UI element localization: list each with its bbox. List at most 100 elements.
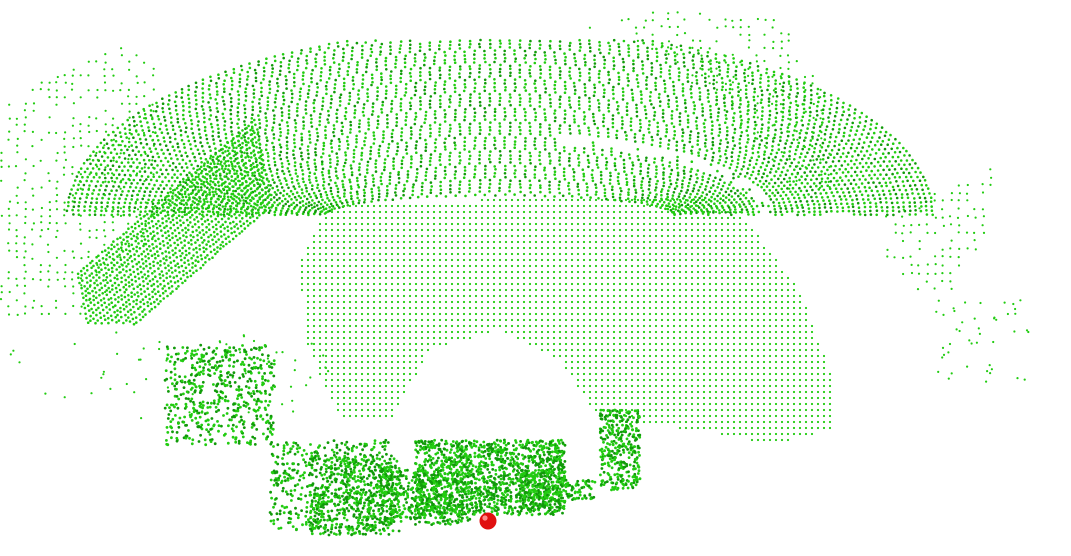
cloud-point: [711, 143, 715, 147]
cloud-point: [90, 272, 94, 275]
cloud-point: [523, 147, 527, 151]
cloud-point: [185, 166, 189, 169]
cloud-point: [118, 265, 121, 269]
cloud-point: [77, 209, 80, 212]
cloud-point: [105, 142, 109, 145]
cloud-point: [314, 147, 317, 150]
cloud-point: [429, 153, 433, 156]
cloud-point: [171, 214, 174, 218]
cloud-point: [572, 178, 576, 182]
cloud-point: [208, 191, 211, 194]
cloud-point: [596, 166, 600, 169]
cloud-point: [889, 133, 892, 137]
cloud-point: [765, 164, 769, 167]
cloud-point: [356, 61, 359, 64]
cloud-point: [120, 161, 124, 164]
cloud-point: [122, 238, 125, 241]
cloud-point: [438, 130, 441, 134]
cloud-point: [234, 182, 237, 185]
cloud-point: [271, 126, 275, 129]
cloud-point: [538, 94, 542, 97]
cloud-point: [364, 182, 368, 185]
cloud-point: [384, 59, 388, 63]
cloud-point: [284, 82, 288, 86]
cloud-point: [404, 91, 408, 94]
cloud-point: [428, 102, 432, 106]
cloud-point: [655, 165, 658, 168]
cloud-point: [414, 81, 418, 85]
cloud-point: [756, 151, 760, 154]
cloud-point: [338, 196, 342, 200]
cloud-point: [306, 149, 310, 152]
cloud-point: [673, 51, 676, 54]
cloud-point: [753, 111, 757, 114]
cloud-point: [163, 198, 167, 201]
cloud-point: [695, 71, 698, 74]
cloud-point: [271, 141, 274, 145]
cloud-point: [664, 134, 668, 138]
cloud-point: [478, 132, 482, 135]
cloud-point: [544, 90, 547, 94]
cloud-point: [217, 159, 220, 162]
cloud-point: [690, 92, 693, 95]
cloud-point: [635, 103, 638, 107]
cloud-point: [203, 120, 206, 124]
cloud-point: [746, 171, 749, 175]
cloud-point: [670, 122, 674, 125]
cloud-point: [698, 98, 702, 101]
cloud-point: [122, 285, 125, 289]
cloud-point: [237, 118, 240, 121]
cloud-point: [789, 88, 792, 91]
cloud-point: [98, 176, 101, 179]
cloud-point: [115, 268, 118, 271]
cloud-point: [578, 71, 582, 75]
cloud-point: [395, 121, 399, 124]
cloud-point: [473, 144, 477, 147]
cloud-point: [592, 144, 595, 147]
cloud-point: [632, 62, 635, 66]
cloud-point: [404, 119, 408, 122]
cloud-point: [235, 195, 238, 199]
cloud-point: [336, 41, 339, 45]
cloud-point: [149, 266, 152, 270]
cloud-point: [244, 115, 247, 119]
cloud-point: [538, 133, 542, 136]
cloud-point: [336, 108, 339, 112]
cloud-point: [811, 174, 815, 177]
cloud-point: [822, 188, 826, 192]
cloud-point: [479, 104, 482, 107]
cloud-point: [167, 217, 171, 220]
cloud-point: [93, 210, 97, 213]
cloud-point: [224, 150, 227, 153]
cloud-point: [611, 117, 615, 121]
cloud-point: [228, 93, 232, 96]
cloud-point: [378, 154, 381, 158]
cloud-point: [287, 204, 291, 208]
cloud-point: [223, 207, 227, 211]
cloud-point: [723, 59, 726, 62]
cloud-point: [230, 192, 233, 196]
cloud-point: [306, 92, 310, 95]
cloud-point: [281, 95, 285, 98]
cloud-point: [704, 200, 708, 204]
cloud-point: [214, 200, 217, 203]
cloud-point: [129, 232, 132, 236]
cloud-point: [367, 121, 370, 124]
cloud-point: [681, 87, 685, 90]
cloud-point: [203, 184, 207, 188]
cloud-point: [130, 278, 134, 282]
cloud-point: [868, 174, 871, 177]
cloud-point: [324, 190, 328, 194]
cloud-point: [355, 68, 359, 71]
cloud-point: [812, 202, 816, 206]
cloud-point: [221, 182, 224, 185]
cloud-point: [836, 152, 839, 155]
cloud-point: [156, 164, 159, 167]
cloud-point: [718, 69, 722, 72]
cloud-point: [534, 115, 538, 119]
cloud-point: [423, 121, 426, 124]
cloud-point: [762, 172, 765, 175]
cloud-point: [129, 185, 132, 189]
